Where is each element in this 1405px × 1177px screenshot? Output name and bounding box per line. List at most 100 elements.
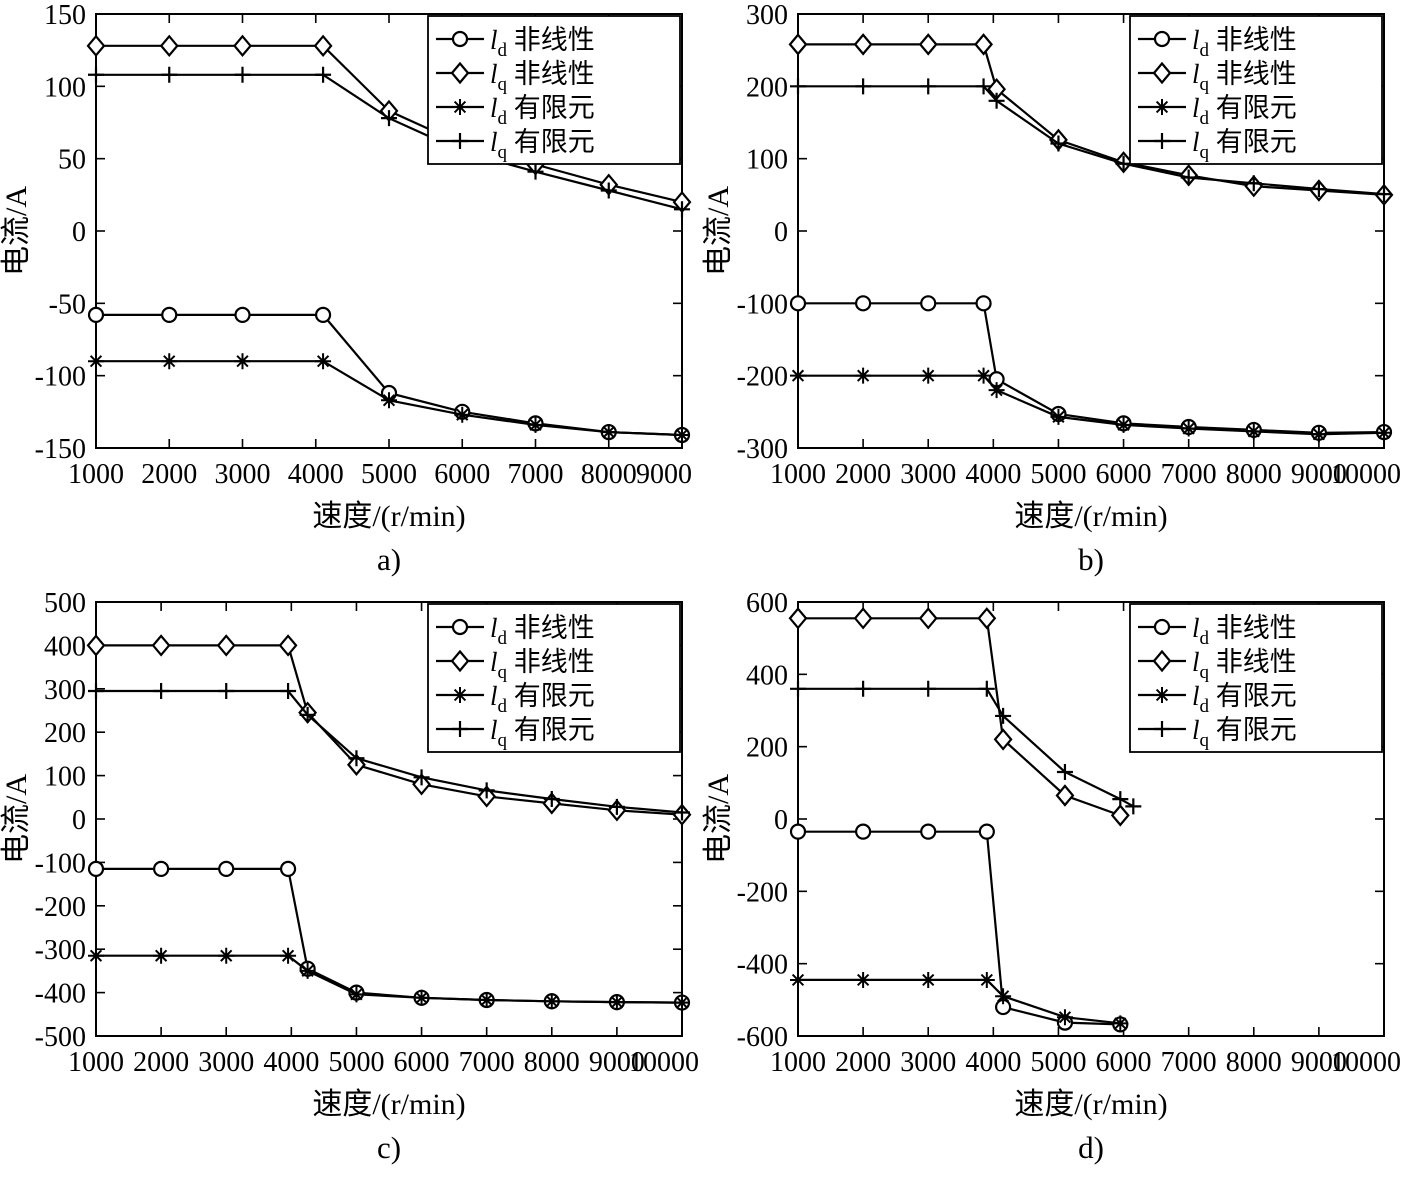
marker-circle bbox=[975, 295, 992, 312]
marker-plus bbox=[790, 78, 806, 95]
marker-plus bbox=[975, 78, 992, 95]
legend-label: ld 有限元 bbox=[490, 93, 595, 129]
x-tick-label: 2000 bbox=[141, 459, 197, 490]
marker-asterisk bbox=[452, 99, 468, 115]
chart-b-caption: b) bbox=[1078, 542, 1104, 577]
marker-asterisk bbox=[527, 416, 544, 433]
legend-box bbox=[1129, 15, 1383, 165]
marker-diamond bbox=[450, 61, 470, 85]
marker-circle bbox=[314, 306, 332, 324]
marker-circle bbox=[218, 860, 235, 878]
x-axis-label: 速度/(r/min) bbox=[1014, 1088, 1167, 1121]
legend-label: ld 非线性 bbox=[1192, 25, 1297, 61]
legend-item-lq_nonlinear: lq 非线性 bbox=[1138, 647, 1297, 683]
marker-diamond bbox=[1152, 61, 1172, 85]
legend-item-ld_nonlinear: ld 非线性 bbox=[436, 613, 595, 649]
marker-diamond bbox=[788, 607, 808, 630]
x-tick-label: 4000 bbox=[288, 459, 344, 490]
x-tick-label: 7000 bbox=[508, 459, 564, 490]
marker-plus bbox=[543, 791, 560, 808]
marker-circle bbox=[87, 306, 105, 324]
marker-plus bbox=[88, 66, 104, 83]
x-tick-label: 4000 bbox=[965, 1047, 1021, 1078]
marker-asterisk bbox=[1115, 416, 1132, 433]
marker-plus bbox=[527, 163, 544, 180]
x-tick-label: 4000 bbox=[965, 459, 1021, 490]
series-markers-ld_fem bbox=[88, 353, 690, 443]
x-tick-label: 3000 bbox=[198, 1047, 254, 1078]
series-markers-ld_nonlinear bbox=[87, 306, 691, 444]
x-tick-label: 6000 bbox=[434, 459, 490, 490]
marker-asterisk bbox=[920, 971, 937, 988]
x-tick-label: 10000 bbox=[629, 1047, 699, 1078]
x-tick-label: 9000 bbox=[1291, 1047, 1347, 1078]
legend-label: lq 有限元 bbox=[490, 127, 595, 163]
marker-plus bbox=[1310, 181, 1327, 198]
x-tick-label: 1000 bbox=[770, 459, 826, 490]
marker-asterisk bbox=[413, 989, 430, 1006]
legend-item-lq_fem: lq 有限元 bbox=[1138, 127, 1297, 163]
marker-circle bbox=[920, 295, 937, 312]
x-tick-label: 2000 bbox=[835, 459, 891, 490]
marker-circle bbox=[451, 30, 469, 48]
marker-diamond bbox=[918, 607, 938, 630]
marker-circle bbox=[789, 823, 807, 840]
marker-asterisk bbox=[543, 993, 560, 1010]
y-tick-label: 100 bbox=[44, 762, 86, 793]
x-axis-label: 速度/(r/min) bbox=[312, 500, 465, 533]
legend-item-lq_fem: lq 有限元 bbox=[1138, 715, 1297, 751]
x-tick-label: 2000 bbox=[133, 1047, 189, 1078]
marker-plus bbox=[855, 78, 872, 95]
series-line-lq_fem bbox=[798, 687, 1134, 808]
marker-circle bbox=[978, 823, 995, 840]
marker-asterisk bbox=[1154, 687, 1170, 703]
y-tick-label: -500 bbox=[35, 1022, 86, 1053]
marker-plus bbox=[920, 680, 937, 697]
marker-circle bbox=[161, 306, 178, 324]
marker-plus bbox=[381, 110, 397, 127]
marker-plus bbox=[1050, 135, 1067, 152]
marker-asterisk bbox=[790, 367, 806, 384]
chart-d: 1000 2000 3000 4000 5000 6000 7000 8000 9000 1000… bbox=[702, 588, 1405, 1177]
y-tick-label: -150 bbox=[35, 434, 86, 465]
x-tick-label: 1000 bbox=[68, 1047, 124, 1078]
legend-label: ld 有限元 bbox=[490, 681, 595, 717]
marker-asterisk bbox=[218, 947, 235, 964]
y-tick-label: -600 bbox=[737, 1022, 788, 1053]
x-axis-label: 速度/(r/min) bbox=[1014, 500, 1167, 533]
marker-plus bbox=[600, 182, 617, 199]
marker-asterisk bbox=[600, 424, 617, 441]
y-tick-label: 100 bbox=[44, 72, 86, 103]
marker-asterisk bbox=[348, 986, 365, 1003]
y-axis-label: 电流/A bbox=[702, 186, 735, 276]
marker-circle bbox=[451, 618, 469, 636]
legend-label: lq 非线性 bbox=[1192, 647, 1297, 683]
marker-circle bbox=[855, 295, 872, 312]
marker-asterisk bbox=[995, 988, 1012, 1005]
x-tick-label: 8000 bbox=[524, 1047, 580, 1078]
marker-plus bbox=[161, 66, 178, 83]
marker-plus bbox=[608, 798, 625, 815]
marker-plus bbox=[1125, 798, 1142, 815]
legend-item-lq_fem: lq 有限元 bbox=[436, 127, 595, 163]
y-tick-label: 600 bbox=[746, 588, 788, 619]
marker-diamond bbox=[977, 607, 997, 630]
marker-plus bbox=[1180, 169, 1197, 186]
marker-plus bbox=[234, 66, 251, 83]
y-tick-label: 400 bbox=[746, 660, 788, 691]
marker-asterisk bbox=[608, 994, 625, 1011]
chart-b-canvas: 1000 2000 3000 4000 5000 6000 7000 8000 90001000… bbox=[702, 0, 1401, 533]
y-tick-label: 150 bbox=[44, 0, 86, 31]
y-tick-label: 0 bbox=[72, 805, 86, 836]
chart-d-caption: d) bbox=[1078, 1130, 1104, 1165]
x-tick-label: 8000 bbox=[1226, 459, 1282, 490]
x-tick-label: 9000 bbox=[636, 459, 692, 490]
series-line-ld_fem bbox=[798, 374, 1385, 436]
x-tick-label: 5000 bbox=[1030, 1047, 1086, 1078]
legend-item-ld_nonlinear: ld 非线性 bbox=[436, 25, 595, 61]
y-tick-label: 50 bbox=[58, 145, 86, 176]
x-tick-label: 7000 bbox=[1161, 459, 1217, 490]
marker-circle bbox=[1153, 618, 1171, 636]
marker-diamond bbox=[853, 607, 873, 630]
